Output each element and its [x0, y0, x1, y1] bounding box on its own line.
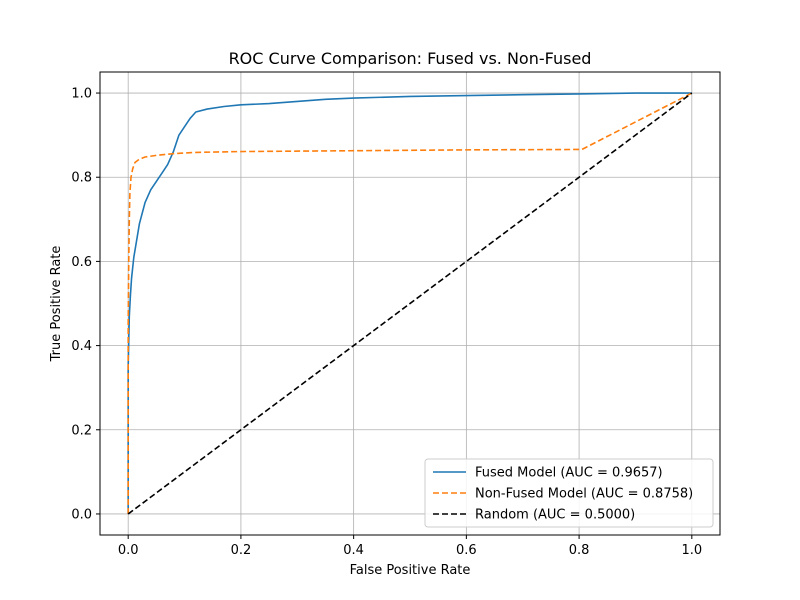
legend-label-non-fused-model: Non-Fused Model (AUC = 0.8758) — [475, 487, 693, 502]
x-axis-label: False Positive Rate — [350, 563, 471, 578]
y-tick-label: 0.6 — [71, 255, 92, 270]
x-tick-label: 0.4 — [343, 543, 364, 558]
y-tick-label: 0.8 — [71, 171, 92, 186]
axis-ticks: 0.0 0.2 0.4 0.6 0.8 1.0 0.0 0.2 0.4 0.6 0.8 1.0 — [71, 87, 702, 558]
x-tick-label: 0.6 — [456, 543, 477, 558]
y-tick-label: 0.2 — [71, 423, 92, 438]
x-tick-label: 1.0 — [681, 543, 702, 558]
y-tick-label: 0.0 — [71, 507, 92, 522]
legend-label-fused-model: Fused Model (AUC = 0.9657) — [475, 466, 663, 481]
legend-box — [424, 458, 714, 528]
legend: Fused Model (AUC = 0.9657) Non-Fused Mode… — [424, 458, 714, 528]
y-tick-label: 1.0 — [71, 87, 92, 102]
plot-frame — [99, 71, 721, 536]
y-tick-label: 0.4 — [71, 339, 92, 354]
x-tick-label: 0.0 — [118, 543, 139, 558]
x-tick-label: 0.2 — [231, 543, 252, 558]
series-lines — [127, 92, 693, 515]
x-tick-label: 0.8 — [569, 543, 590, 558]
y-axis-label: True Positive Rate — [49, 246, 64, 363]
legend-label-random: Random (AUC = 0.5000) — [475, 508, 635, 523]
chart-title: ROC Curve Comparison: Fused vs. Non-Fuse… — [229, 49, 592, 68]
random-line — [127, 92, 693, 515]
non-fused-model-line — [127, 92, 693, 514]
fused-model-line — [127, 92, 692, 514]
